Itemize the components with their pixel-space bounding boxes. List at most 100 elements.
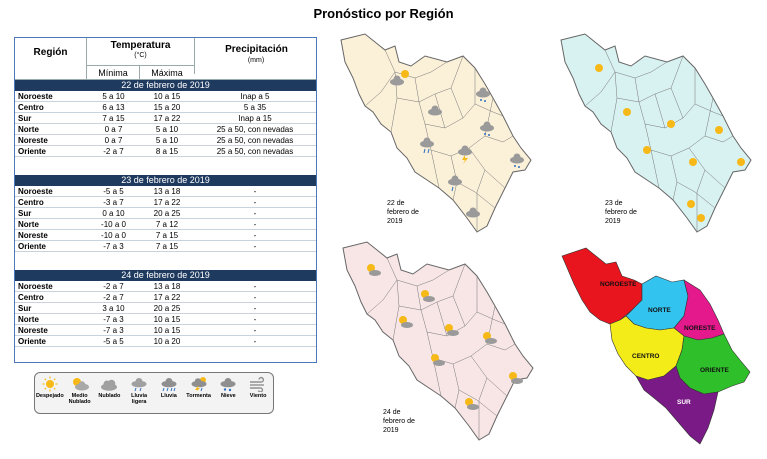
table-row: Norte -10 a 0 7 a 12 - — [15, 219, 316, 230]
page-title: Pronóstico por Región — [313, 6, 454, 21]
cloud-icon — [390, 75, 404, 86]
state-map — [342, 241, 534, 441]
table-row: Norte -7 a 3 10 a 15 - — [15, 314, 316, 325]
date-line: febrero de — [383, 418, 415, 425]
table-row: Noroeste 5 a 10 10 a 15 Inap a 5 — [15, 91, 316, 102]
row-precip: - — [253, 220, 257, 229]
row-precip: - — [253, 209, 257, 218]
row-precip: - — [253, 231, 257, 240]
date-line: 2019 — [383, 427, 399, 434]
table-row: Oriente -7 a 3 7 a 15 - — [15, 241, 316, 252]
map-day-1: 22 de febrero de 2019 — [335, 32, 535, 237]
row-max: 5 a 10 — [155, 136, 179, 145]
sun-icon — [595, 64, 745, 222]
table-row: Centro -3 a 7 17 a 22 - — [15, 197, 316, 208]
legend-label: Tormenta — [186, 393, 211, 399]
legend-item: Viento — [244, 376, 272, 399]
row-region: Norte — [18, 125, 39, 134]
map-day-2: 23 de febrero de 2019 — [555, 32, 755, 237]
date-line: 2019 — [387, 218, 403, 225]
cloud-icon — [466, 207, 480, 218]
row-precip: - — [253, 198, 257, 207]
row-max: 13 a 18 — [153, 282, 181, 291]
date-line: febrero de — [605, 209, 637, 216]
state-map — [340, 33, 532, 233]
rain-icon — [448, 175, 462, 192]
row-max: 20 a 25 — [153, 304, 181, 313]
state-map — [560, 33, 752, 233]
header-temperature: Temperatura — [110, 40, 171, 51]
row-min: 0 a 7 — [104, 136, 123, 145]
row-max: 20 a 25 — [153, 209, 181, 218]
day-date: 23 de febrero de 2019 — [15, 175, 316, 186]
table-row: Oriente -2 a 7 8 a 15 25 a 50, con nevadas — [15, 146, 316, 157]
row-precip: - — [253, 315, 257, 324]
row-max: 10 a 15 — [153, 326, 181, 335]
legend-item: Nieve — [214, 376, 242, 399]
row-precip: 25 a 50, con nevadas — [216, 136, 294, 145]
row-region: Noroeste — [18, 282, 53, 291]
table-header: Región Temperatura (°C) Mínima Máxima Pr… — [15, 38, 316, 80]
row-precip: Inap a 5 — [240, 92, 270, 101]
partly-cloudy-icon — [483, 332, 497, 344]
map-date-caption: 22 de febrero de 2019 — [387, 199, 427, 226]
partly-cloudy-icon — [445, 324, 459, 336]
table-row: Noroeste -2 a 7 13 a 18 - — [15, 281, 316, 292]
forecast-table: Región Temperatura (°C) Mínima Máxima Pr… — [14, 37, 317, 363]
row-min: -7 a 3 — [103, 326, 124, 335]
storm-icon — [458, 145, 472, 164]
row-max: 10 a 15 — [153, 92, 181, 101]
row-precip: - — [253, 282, 257, 291]
row-min: 3 a 10 — [102, 304, 125, 313]
rain-icon — [420, 137, 434, 154]
row-min: 7 a 15 — [102, 114, 125, 123]
row-region: Sur — [18, 114, 32, 123]
date-line: febrero de — [387, 209, 419, 216]
light-rain-icon — [131, 378, 147, 392]
row-max: 7 a 15 — [155, 231, 179, 240]
row-region: Sur — [18, 209, 32, 218]
row-region: Norte — [18, 315, 39, 324]
row-min: -2 a 7 — [103, 293, 124, 302]
row-min: -2 a 7 — [103, 147, 124, 156]
date-line: 24 de — [383, 409, 401, 416]
row-min: -7 a 3 — [103, 242, 124, 251]
map-date-caption: 24 de febrero de 2019 — [383, 408, 423, 435]
row-region: Noroeste — [18, 187, 53, 196]
date-line: 23 de — [605, 200, 623, 207]
header-temperature-unit: (°C) — [134, 52, 147, 59]
table-row: Noroeste -5 a 5 13 a 18 - — [15, 186, 316, 197]
row-max: 8 a 15 — [155, 147, 179, 156]
legend-item: Medio Nublado — [66, 376, 94, 405]
legend-label: Medio Nublado — [68, 393, 91, 405]
day-block-3: 24 de febrero de 2019 Noroeste -2 a 7 13 a… — [15, 270, 316, 347]
row-precip: - — [253, 304, 257, 313]
legend-label: Despejado — [35, 393, 64, 399]
region-label-noroeste: NOROESTE — [600, 281, 637, 288]
legend-label: Viento — [249, 393, 267, 399]
row-precip: - — [253, 187, 257, 196]
day-block-1: 22 de febrero de 2019 Noroeste 5 a 10 10 a… — [15, 80, 316, 157]
header-region: Región — [15, 38, 87, 80]
table-row: Sur 7 a 15 17 a 22 Inap a 15 — [15, 113, 316, 124]
snow-icon — [510, 153, 524, 168]
row-max: 17 a 22 — [153, 114, 181, 123]
row-region: Centro — [18, 293, 44, 302]
table-row: Centro 6 a 13 15 a 20 5 a 35 — [15, 102, 316, 113]
row-region: Oriente — [18, 242, 47, 251]
day-block-2: 23 de febrero de 2019 Noroeste -5 a 5 13 a… — [15, 175, 316, 252]
row-min: -10 a 0 — [101, 231, 126, 240]
row-max: 5 a 10 — [155, 125, 179, 134]
table-row: Noreste 0 a 7 5 a 10 25 a 50, con nevadas — [15, 135, 316, 146]
row-max: 15 a 20 — [153, 103, 181, 112]
row-precip: Inap a 15 — [238, 114, 272, 123]
partly-cloudy-icon — [431, 354, 445, 366]
map-date-caption: 23 de febrero de 2019 — [605, 199, 645, 226]
municipal-borders — [364, 49, 514, 232]
region-label-centro: CENTRO — [632, 353, 659, 360]
row-region: Noreste — [18, 326, 48, 335]
sun-icon — [42, 376, 58, 392]
region-label-sur: SUR — [677, 399, 691, 406]
row-max: 10 a 20 — [153, 337, 181, 346]
row-min: 5 a 10 — [102, 92, 125, 101]
